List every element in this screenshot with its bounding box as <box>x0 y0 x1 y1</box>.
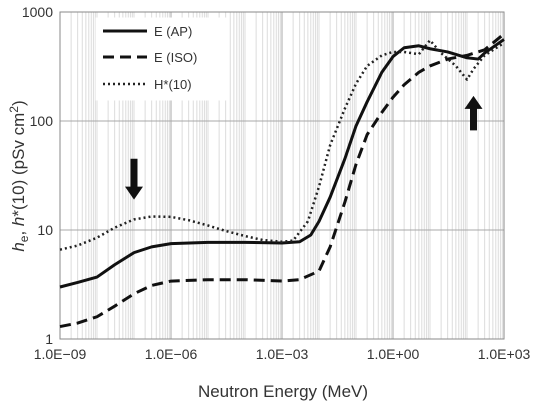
y-axis-title: he, h*(10) (pSv cm2) <box>7 100 31 251</box>
plot-frame <box>59 11 505 340</box>
series-layer <box>59 32 505 329</box>
legend: E (AP) E (ISO) H*(10) <box>95 17 227 101</box>
y-tick-label: 1000 <box>22 4 53 20</box>
x-tick-label: 1.0E−09 <box>34 346 87 362</box>
arrow-down-icon <box>125 158 143 200</box>
x-tick-label: 1.0E+00 <box>367 346 420 362</box>
legend-label-e-ap: E (AP) <box>154 24 192 39</box>
y-tick-label: 1 <box>45 331 53 347</box>
legend-label-hstar10: H*(10) <box>154 77 192 92</box>
x-tick-label: 1.0E−03 <box>256 346 309 362</box>
y-tick-label: 10 <box>37 222 53 238</box>
x-tick-labels: 1.0E−09 1.0E−06 1.0E−03 1.0E+00 1.0E+03 <box>34 346 531 362</box>
arrow-up-icon <box>464 95 483 131</box>
annotation-layer <box>125 95 483 200</box>
y-tick-label: 100 <box>30 113 54 129</box>
y-tick-labels: 1 10 100 1000 <box>22 4 53 347</box>
series-line-0 <box>59 38 505 289</box>
x-axis-title: Neutron Energy (MeV) <box>198 382 368 401</box>
x-tick-label: 1.0E−06 <box>145 346 198 362</box>
legend-label-e-iso: E (ISO) <box>154 50 197 65</box>
series-line-1 <box>59 32 505 329</box>
x-tick-label: 1.0E+03 <box>478 346 531 362</box>
